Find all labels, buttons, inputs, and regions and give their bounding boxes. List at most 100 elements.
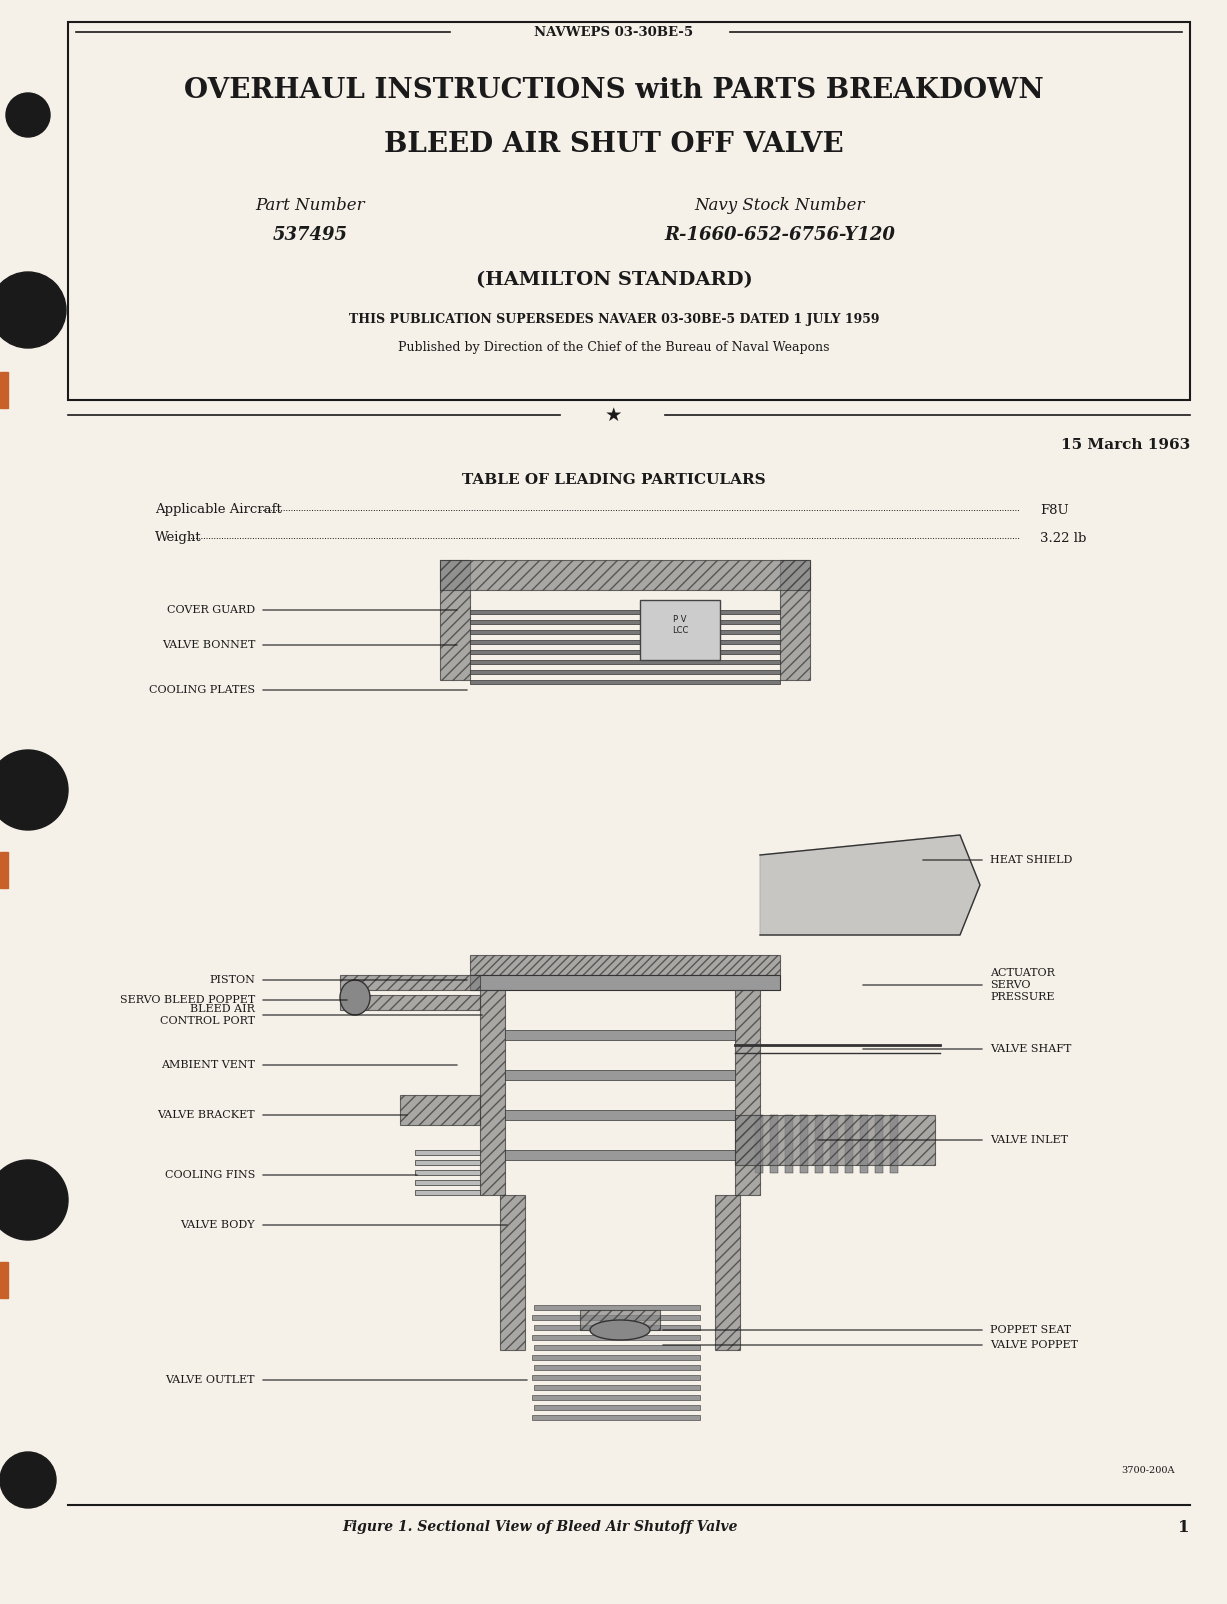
Bar bbox=[534, 1405, 699, 1410]
Bar bbox=[780, 560, 810, 680]
Bar bbox=[534, 1306, 699, 1310]
Bar bbox=[470, 954, 780, 975]
Bar bbox=[340, 994, 480, 1011]
Bar bbox=[340, 975, 480, 990]
Bar bbox=[785, 1115, 793, 1173]
Bar bbox=[580, 1310, 660, 1330]
Bar bbox=[480, 990, 506, 1195]
Text: VALVE OUTLET: VALVE OUTLET bbox=[166, 1375, 255, 1384]
Bar bbox=[440, 560, 470, 680]
Bar bbox=[440, 560, 810, 590]
Text: F8U: F8U bbox=[1040, 504, 1069, 516]
Text: TABLE OF LEADING PARTICULARS: TABLE OF LEADING PARTICULARS bbox=[463, 473, 766, 488]
Bar bbox=[534, 1384, 699, 1391]
Bar bbox=[534, 1346, 699, 1351]
Bar bbox=[755, 1115, 763, 1173]
Bar bbox=[533, 1375, 699, 1379]
Bar bbox=[415, 1190, 480, 1195]
Text: PISTON: PISTON bbox=[209, 975, 255, 985]
Bar bbox=[470, 630, 780, 634]
Bar bbox=[506, 1070, 735, 1079]
Bar bbox=[400, 1096, 480, 1124]
Text: POPPET SEAT: POPPET SEAT bbox=[990, 1325, 1071, 1335]
Bar bbox=[415, 1160, 480, 1165]
Text: 15 March 1963: 15 March 1963 bbox=[1061, 438, 1190, 452]
Text: NAVWEPS 03-30BE-5: NAVWEPS 03-30BE-5 bbox=[535, 26, 693, 38]
Text: P V
LCC: P V LCC bbox=[672, 616, 688, 635]
Text: HEAT SHIELD: HEAT SHIELD bbox=[990, 855, 1072, 865]
Bar bbox=[533, 1355, 699, 1360]
Bar bbox=[0, 1262, 9, 1298]
Text: Part Number: Part Number bbox=[255, 197, 364, 213]
Bar bbox=[829, 1115, 838, 1173]
Bar bbox=[845, 1115, 853, 1173]
Circle shape bbox=[6, 93, 50, 136]
Text: Navy Stock Number: Navy Stock Number bbox=[694, 197, 865, 213]
Text: R-1660-652-6756-Y120: R-1660-652-6756-Y120 bbox=[665, 226, 896, 244]
Text: 3700-200A: 3700-200A bbox=[1121, 1466, 1175, 1476]
Text: AMBIENT VENT: AMBIENT VENT bbox=[161, 1060, 255, 1070]
Bar bbox=[735, 990, 760, 1195]
Circle shape bbox=[0, 751, 67, 829]
Text: Applicable Aircraft: Applicable Aircraft bbox=[155, 504, 282, 516]
Bar bbox=[815, 1115, 823, 1173]
Bar bbox=[534, 1325, 699, 1330]
Ellipse shape bbox=[340, 980, 371, 1015]
Bar bbox=[771, 1115, 778, 1173]
Bar bbox=[67, 22, 1190, 399]
Text: VALVE BONNET: VALVE BONNET bbox=[162, 640, 255, 650]
Bar bbox=[470, 650, 780, 654]
Text: Weight: Weight bbox=[155, 531, 201, 544]
Bar bbox=[470, 621, 780, 624]
Text: Published by Direction of the Chief of the Bureau of Naval Weapons: Published by Direction of the Chief of t… bbox=[399, 342, 829, 354]
Bar bbox=[506, 1030, 735, 1039]
Text: VALVE INLET: VALVE INLET bbox=[990, 1136, 1067, 1145]
Text: ★: ★ bbox=[604, 406, 622, 425]
Bar bbox=[155, 541, 1080, 1490]
Text: COOLING FINS: COOLING FINS bbox=[164, 1169, 255, 1181]
Bar bbox=[0, 372, 9, 407]
Bar bbox=[534, 1365, 699, 1370]
Text: Figure 1. Sectional View of Bleed Air Shutoff Valve: Figure 1. Sectional View of Bleed Air Sh… bbox=[342, 1521, 737, 1533]
Bar bbox=[470, 680, 780, 683]
Bar bbox=[533, 1315, 699, 1320]
Text: SERVO BLEED POPPET: SERVO BLEED POPPET bbox=[120, 994, 255, 1006]
Text: 1: 1 bbox=[1178, 1519, 1190, 1535]
Ellipse shape bbox=[590, 1320, 650, 1339]
Text: OVERHAUL INSTRUCTIONS with PARTS BREAKDOWN: OVERHAUL INSTRUCTIONS with PARTS BREAKDO… bbox=[184, 77, 1044, 104]
Bar bbox=[533, 1395, 699, 1400]
Text: COOLING PLATES: COOLING PLATES bbox=[148, 685, 255, 695]
Circle shape bbox=[0, 1452, 56, 1508]
Bar bbox=[800, 1115, 809, 1173]
Text: ACTUATOR
SERVO
PRESSURE: ACTUATOR SERVO PRESSURE bbox=[990, 969, 1055, 1001]
Bar bbox=[415, 1169, 480, 1176]
Bar bbox=[715, 1195, 740, 1351]
Text: VALVE BRACKET: VALVE BRACKET bbox=[157, 1110, 255, 1120]
Bar bbox=[415, 1181, 480, 1185]
Text: THIS PUBLICATION SUPERSEDES NAVAER 03-30BE-5 DATED 1 JULY 1959: THIS PUBLICATION SUPERSEDES NAVAER 03-30… bbox=[348, 313, 880, 327]
Text: (HAMILTON STANDARD): (HAMILTON STANDARD) bbox=[476, 271, 752, 289]
Bar bbox=[470, 610, 780, 614]
Circle shape bbox=[0, 1160, 67, 1240]
Bar bbox=[470, 670, 780, 674]
Bar bbox=[415, 1150, 480, 1155]
Bar bbox=[640, 600, 720, 659]
Bar bbox=[499, 1195, 525, 1351]
Bar bbox=[533, 1335, 699, 1339]
Bar bbox=[735, 1115, 935, 1165]
Bar bbox=[470, 640, 780, 643]
Bar bbox=[890, 1115, 898, 1173]
Text: VALVE BODY: VALVE BODY bbox=[180, 1221, 255, 1230]
Bar bbox=[860, 1115, 867, 1173]
Text: VALVE SHAFT: VALVE SHAFT bbox=[990, 1044, 1071, 1054]
Text: COVER GUARD: COVER GUARD bbox=[167, 605, 255, 614]
Polygon shape bbox=[760, 836, 980, 935]
Text: VALVE POPPET: VALVE POPPET bbox=[990, 1339, 1079, 1351]
Bar bbox=[533, 1415, 699, 1420]
Circle shape bbox=[0, 273, 66, 348]
Bar bbox=[875, 1115, 883, 1173]
Bar bbox=[470, 975, 780, 990]
Text: BLEED AIR
CONTROL PORT: BLEED AIR CONTROL PORT bbox=[160, 1004, 255, 1027]
Text: 537495: 537495 bbox=[272, 226, 347, 244]
Bar bbox=[506, 1150, 735, 1160]
